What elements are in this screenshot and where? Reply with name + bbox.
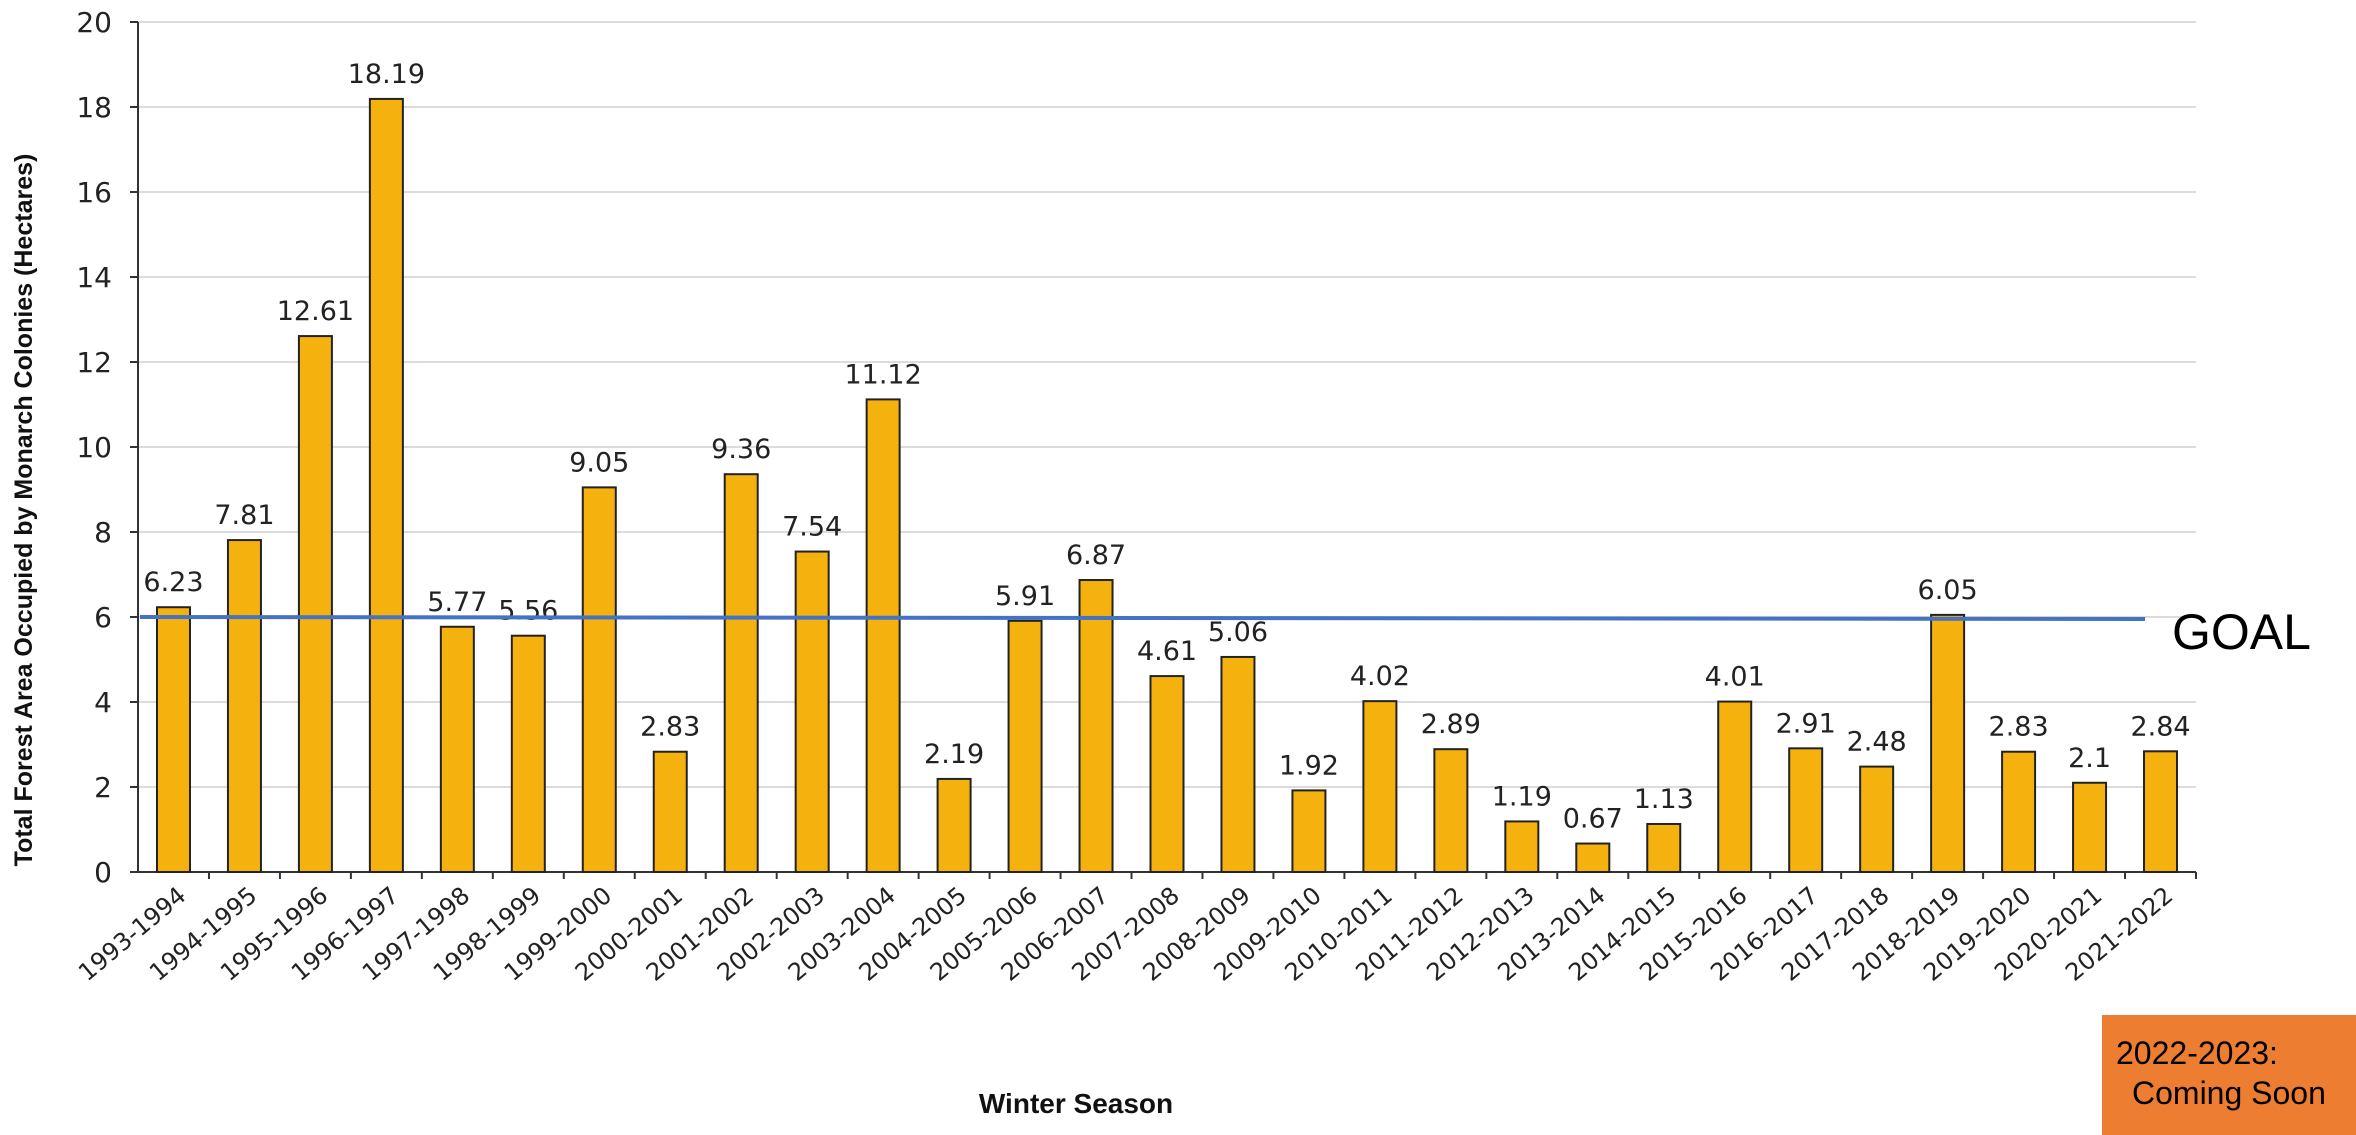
value-label: 2.48 <box>1847 727 1907 758</box>
y-tick-label: 18 <box>76 91 112 124</box>
value-label: 5.77 <box>427 587 487 618</box>
bar-1994-1995 <box>226 539 262 873</box>
callout-season: 2022-2023: <box>2116 1035 2278 1071</box>
bar-2006-2007 <box>1078 579 1114 874</box>
value-label: 4.61 <box>1137 636 1197 667</box>
value-label: 18.19 <box>348 59 425 90</box>
value-label: 11.12 <box>844 359 921 390</box>
value-label: 2.91 <box>1776 708 1836 739</box>
bar-2009-2010 <box>1291 789 1327 874</box>
goal-label: GOAL <box>2172 604 2311 660</box>
value-label: 0.67 <box>1563 804 1623 835</box>
bar-1999-2000 <box>581 486 617 873</box>
bar-2010-2011 <box>1362 700 1398 874</box>
bar-2005-2006 <box>1007 619 1043 874</box>
bar-2011-2012 <box>1433 748 1469 873</box>
bar-2002-2003 <box>794 550 830 873</box>
bar-1997-1998 <box>439 625 475 874</box>
y-tick-label: 20 <box>76 6 112 39</box>
y-tick-label: 14 <box>76 261 112 294</box>
bars <box>155 97 2179 874</box>
bar-2000-2001 <box>652 750 688 873</box>
value-label: 12.61 <box>277 296 354 327</box>
y-tick-label: 16 <box>76 176 112 209</box>
bar-2021-2022 <box>2143 750 2179 873</box>
value-label: 1.19 <box>1492 781 1552 812</box>
bar-2020-2021 <box>2072 781 2108 873</box>
x-tick-labels: 1993-19941994-19951995-19961996-19971997… <box>73 881 2178 987</box>
value-label: 4.02 <box>1350 661 1410 692</box>
y-tick-label: 0 <box>94 856 112 889</box>
bar-2007-2008 <box>1149 675 1185 874</box>
y-tick-labels: 0 2 4 6 8 10 12 14 16 18 20 <box>76 6 112 889</box>
value-label: 2.83 <box>640 712 700 743</box>
goal-line <box>139 615 2146 621</box>
y-tick-label: 2 <box>94 771 112 804</box>
bar-2014-2015 <box>1646 822 1682 873</box>
y-tick-label: 10 <box>76 431 112 464</box>
y-tick-label: 8 <box>94 516 112 549</box>
bar-2015-2016 <box>1717 700 1753 874</box>
y-tick-label: 6 <box>94 601 112 634</box>
bar-2004-2005 <box>936 777 972 873</box>
y-tick-label: 4 <box>94 686 112 719</box>
y-tick-label: 12 <box>76 346 112 379</box>
bar-2003-2004 <box>865 398 901 873</box>
value-label: 2.89 <box>1421 709 1481 740</box>
x-axis-title: Winter Season <box>979 1088 1173 1119</box>
value-labels: 6.23 7.81 12.61 18.19 5.77 5.56 9.05 2.83 9.36 7.… <box>143 59 2190 835</box>
value-label: 1.13 <box>1634 784 1694 815</box>
goal-line-group: GOAL <box>139 604 2311 660</box>
bar-2013-2014 <box>1575 842 1611 874</box>
value-label: 4.01 <box>1705 662 1765 693</box>
bar-2016-2017 <box>1788 747 1824 874</box>
bar-1996-1997 <box>368 97 404 874</box>
bar-2018-2019 <box>1930 613 1966 873</box>
value-label: 2.1 <box>2068 743 2111 774</box>
bar-2017-2018 <box>1859 765 1895 873</box>
value-label: 1.92 <box>1279 750 1339 781</box>
value-label: 9.36 <box>711 434 771 465</box>
coming-soon-callout: 2022-2023: Coming Soon <box>2102 1015 2356 1135</box>
value-label: 2.83 <box>1989 712 2049 743</box>
bar-2001-2002 <box>723 473 759 873</box>
bar-1998-1999 <box>510 634 546 874</box>
value-label: 9.05 <box>569 447 629 478</box>
bar-1993-1994 <box>155 606 191 873</box>
bar-2008-2009 <box>1220 655 1256 874</box>
value-label: 6.23 <box>143 567 203 598</box>
value-label: 5.91 <box>995 581 1055 612</box>
bar-2012-2013 <box>1504 820 1540 873</box>
value-label: 2.84 <box>2130 711 2190 742</box>
value-label: 6.87 <box>1066 540 1126 571</box>
bar-1995-1996 <box>297 335 333 873</box>
value-label: 7.81 <box>214 500 274 531</box>
value-label: 5.56 <box>498 596 558 627</box>
value-label: 5.06 <box>1208 617 1268 648</box>
value-label: 7.54 <box>782 512 842 543</box>
bar-2019-2020 <box>2001 750 2037 873</box>
value-label: 2.19 <box>924 739 984 770</box>
value-label: 6.05 <box>1918 575 1978 606</box>
y-axis-title: Total Forest Area Occupied by Monarch Co… <box>10 154 38 867</box>
callout-status: Coming Soon <box>2132 1075 2326 1111</box>
